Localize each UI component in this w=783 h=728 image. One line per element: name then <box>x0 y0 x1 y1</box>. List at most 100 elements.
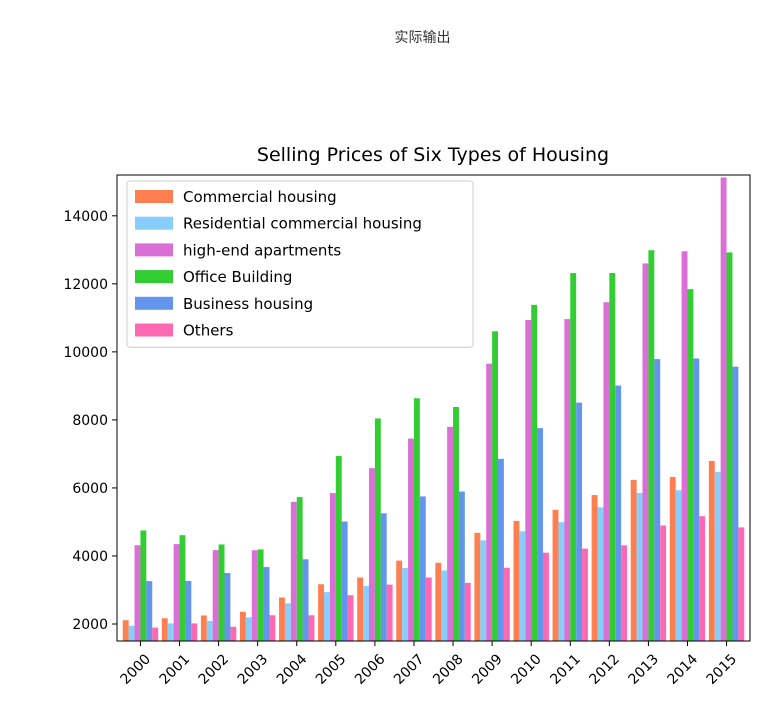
legend-swatch <box>135 243 173 257</box>
bar-business-housing-2012 <box>615 385 622 641</box>
y-tick-label: 14000 <box>63 209 108 225</box>
bar-residential-commercial-housing-2003 <box>245 617 252 641</box>
bar-high-end-apartments-2007 <box>408 438 414 641</box>
bar-commercial-housing-2014 <box>669 476 676 641</box>
bar-residential-commercial-housing-2010 <box>519 531 526 641</box>
bar-others-2012 <box>621 545 628 641</box>
page-caption: 实际输出 <box>394 30 451 46</box>
bar-business-housing-2004 <box>302 559 309 641</box>
bar-others-2009 <box>503 567 510 641</box>
bar-commercial-housing-2006 <box>357 577 364 641</box>
legend-swatch <box>135 190 173 203</box>
bar-high-end-apartments-2012 <box>603 302 610 641</box>
bar-high-end-apartments-2008 <box>447 426 454 641</box>
legend-label: Business housing <box>183 295 313 313</box>
bar-business-housing-2014 <box>693 358 700 641</box>
bar-high-end-apartments-2010 <box>525 320 532 641</box>
bar-residential-commercial-housing-2009 <box>480 540 487 641</box>
bar-commercial-housing-2001 <box>161 618 168 641</box>
bar-business-housing-2009 <box>498 458 504 641</box>
bar-commercial-housing-2000 <box>122 620 129 641</box>
bar-office-building-2008 <box>453 407 459 641</box>
bar-business-housing-2010 <box>537 428 543 641</box>
legend-label: Office Building <box>183 268 292 286</box>
x-axis: 2000 2001 2002 2003 2004 2005 2006 2007 2008 2009… <box>118 641 741 688</box>
x-tick-label: 2014 <box>665 651 702 688</box>
legend-label: Others <box>183 322 234 340</box>
bar-residential-commercial-housing-2001 <box>167 623 174 641</box>
bar-office-building-2014 <box>687 289 694 641</box>
bar-business-housing-2001 <box>185 580 192 641</box>
bar-business-housing-2011 <box>576 402 583 641</box>
x-tick-label: 2013 <box>626 651 663 688</box>
y-tick-label: 4000 <box>72 549 108 565</box>
y-tick-label: 12000 <box>63 277 108 293</box>
x-tick-label: 2012 <box>586 651 623 688</box>
legend-swatch <box>135 296 173 310</box>
legend: Commercial housing Residential commercial… <box>126 180 474 348</box>
bar-high-end-apartments-2001 <box>173 544 180 641</box>
bar-high-end-apartments-2013 <box>642 263 649 641</box>
bar-commercial-housing-2009 <box>474 532 481 641</box>
x-tick-label: 2004 <box>274 651 311 688</box>
bar-residential-commercial-housing-2014 <box>675 490 682 641</box>
bar-office-building-2001 <box>179 535 186 641</box>
legend-swatch <box>135 270 173 284</box>
chart-title: Selling Prices of Six Types of Housing <box>257 144 609 166</box>
bar-commercial-housing-2012 <box>591 495 598 641</box>
bar-commercial-housing-2007 <box>396 560 403 641</box>
bar-residential-commercial-housing-2006 <box>363 585 369 641</box>
bars-group <box>122 177 745 642</box>
bar-residential-commercial-housing-2005 <box>324 592 330 641</box>
bar-high-end-apartments-2015 <box>720 177 727 642</box>
bar-others-2007 <box>425 577 432 641</box>
bar-residential-commercial-housing-2015 <box>714 471 721 641</box>
legend-label: high-end apartments <box>183 241 341 259</box>
bar-others-2000 <box>152 627 159 641</box>
bar-residential-commercial-housing-2008 <box>441 570 448 641</box>
x-tick-label: 2015 <box>704 651 741 688</box>
x-tick-label: 2010 <box>508 651 545 688</box>
bar-business-housing-2000 <box>146 581 153 641</box>
bar-high-end-apartments-2006 <box>368 468 375 641</box>
bar-office-building-2009 <box>492 331 499 641</box>
bar-others-2006 <box>386 584 393 641</box>
bar-office-building-2002 <box>218 544 225 641</box>
bar-office-building-2000 <box>140 530 147 641</box>
x-tick-label: 2007 <box>391 651 428 688</box>
y-tick-label: 8000 <box>72 413 108 429</box>
bar-others-2003 <box>269 615 276 641</box>
bar-business-housing-2008 <box>458 491 465 641</box>
bar-high-end-apartments-2005 <box>329 493 336 641</box>
bar-residential-commercial-housing-2000 <box>128 625 135 641</box>
bar-commercial-housing-2010 <box>513 520 520 641</box>
legend-label: Commercial housing <box>183 188 337 206</box>
y-tick-label: 10000 <box>63 345 108 361</box>
legend-swatch <box>135 216 173 230</box>
bar-others-2005 <box>347 595 354 641</box>
plot-frame <box>116 174 751 642</box>
bar-office-building-2005 <box>335 456 342 641</box>
bar-residential-commercial-housing-2007 <box>402 568 409 641</box>
x-tick-label: 2009 <box>469 651 506 688</box>
bar-commercial-housing-2013 <box>630 479 637 641</box>
bar-office-building-2012 <box>609 272 616 641</box>
bar-residential-commercial-housing-2002 <box>206 620 213 641</box>
bar-commercial-housing-2005 <box>318 584 325 641</box>
x-tick-label: 2001 <box>157 651 194 688</box>
bar-commercial-housing-2011 <box>552 509 559 641</box>
legend-label: Residential commercial housing <box>183 215 422 233</box>
bar-business-housing-2013 <box>654 359 661 641</box>
x-tick-label: 2000 <box>118 651 155 688</box>
x-tick-label: 2005 <box>313 651 350 688</box>
bar-office-building-2003 <box>257 549 264 641</box>
bar-commercial-housing-2003 <box>239 611 246 641</box>
bar-high-end-apartments-2004 <box>290 501 297 641</box>
bar-others-2004 <box>308 615 315 641</box>
bar-residential-commercial-housing-2011 <box>558 522 565 641</box>
bar-others-2002 <box>230 626 237 641</box>
bar-business-housing-2015 <box>732 366 739 641</box>
bar-others-2015 <box>738 527 745 641</box>
bar-others-2013 <box>660 525 667 641</box>
